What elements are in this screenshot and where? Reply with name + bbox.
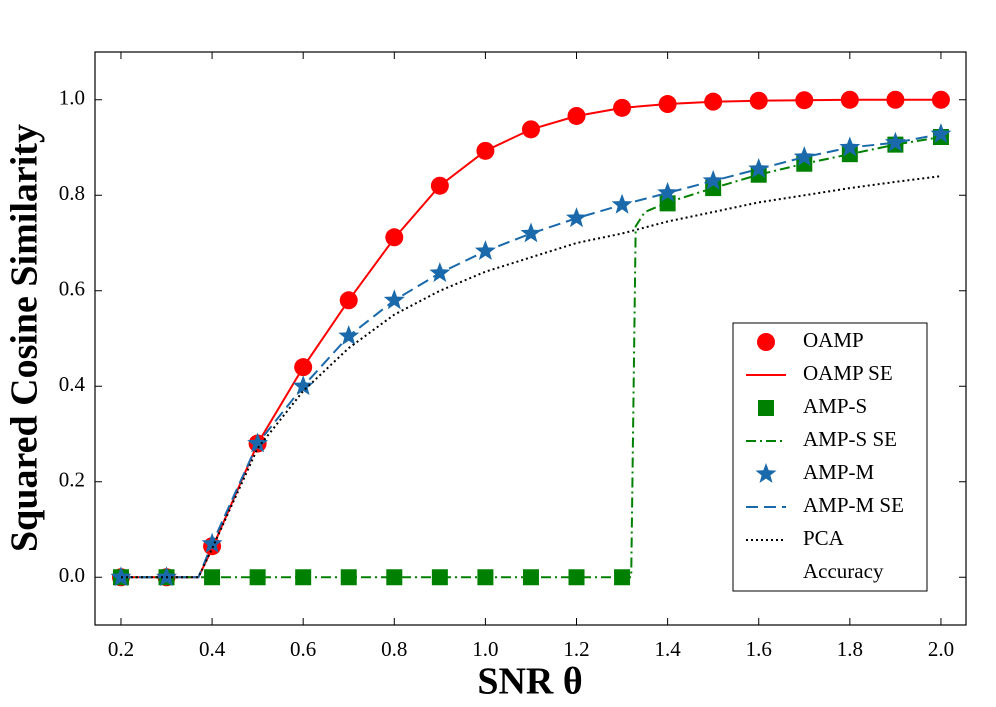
x-tick-label: 0.8 xyxy=(381,637,407,661)
x-tick-label: 0.4 xyxy=(199,637,226,661)
marker xyxy=(931,90,950,109)
x-tick-label: 2.0 xyxy=(928,637,954,661)
x-tick-label: 1.0 xyxy=(472,637,498,661)
marker xyxy=(884,131,906,152)
series-line xyxy=(121,175,942,579)
legend: OAMP OAMP SE AMP-S AMP-S SE AMP-M AMP-M SE PCA… xyxy=(732,322,928,592)
series-line xyxy=(121,136,942,579)
marker xyxy=(249,569,266,586)
legend-label: OAMP xyxy=(803,328,864,352)
x-tick-label: 0.6 xyxy=(290,637,316,661)
marker xyxy=(755,463,777,483)
y-tick-label: 1.0 xyxy=(59,86,85,110)
legend-label: AMP-M xyxy=(803,460,875,484)
marker xyxy=(204,569,221,586)
marker xyxy=(702,169,724,190)
marker xyxy=(793,146,815,166)
series-line xyxy=(121,98,941,579)
legend-box xyxy=(732,322,928,592)
x-tick-label: 1.8 xyxy=(837,637,863,661)
legend-label: AMP-S xyxy=(803,394,867,418)
x-tick-label: 1.4 xyxy=(654,637,681,661)
marker xyxy=(566,207,587,228)
legend-label: AMP-M SE xyxy=(803,493,904,517)
marker xyxy=(520,222,542,243)
marker xyxy=(930,123,952,143)
y-tick-label: 0.4 xyxy=(59,372,86,396)
x-tick-label: 1.6 xyxy=(746,637,772,661)
y-tick-label: 0.6 xyxy=(59,277,85,301)
marker xyxy=(657,181,679,202)
x-tick-label: 1.2 xyxy=(563,637,589,661)
x-tick-label: 0.2 xyxy=(108,637,134,661)
y-tick-label: 0.0 xyxy=(59,563,85,587)
marker xyxy=(748,158,770,178)
y-tick-label: 0.2 xyxy=(59,468,85,492)
marker xyxy=(386,569,403,586)
y-axis-label: Squared Cosine Similarity xyxy=(4,124,46,552)
marker xyxy=(839,136,861,157)
plot-frame xyxy=(94,51,967,626)
marker xyxy=(156,566,177,587)
series-line xyxy=(121,133,942,579)
marker xyxy=(758,400,774,416)
x-axis-label: SNR θ xyxy=(477,661,582,703)
y-tick-label: 0.8 xyxy=(59,181,85,205)
marker xyxy=(110,566,132,587)
legend-label: AMP-S SE xyxy=(803,427,897,451)
marker xyxy=(431,569,448,586)
marker xyxy=(611,193,633,214)
marker xyxy=(757,333,775,351)
legend-label: OAMP SE xyxy=(803,361,893,385)
legend-label: PCA Accuracy xyxy=(803,526,884,583)
